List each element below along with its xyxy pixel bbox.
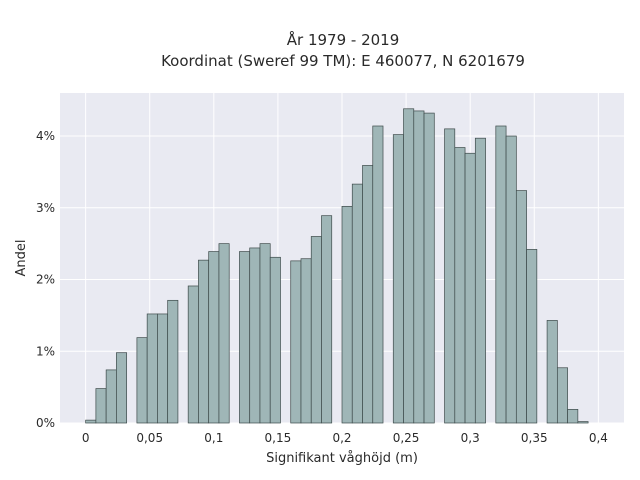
bars	[85, 108, 589, 424]
histogram-bar	[95, 388, 107, 424]
histogram-bar	[218, 243, 230, 424]
y-tick-label: 0%	[36, 416, 55, 430]
histogram-bar	[116, 352, 128, 424]
histogram-bar	[239, 251, 251, 424]
y-tick-label: 4%	[36, 129, 55, 143]
histogram-bar	[495, 125, 507, 424]
y-axis-label: Andel	[14, 240, 29, 277]
histogram-bar	[474, 137, 486, 424]
histogram-bar	[167, 299, 179, 424]
y-tick-label: 2%	[36, 273, 55, 287]
histogram-bar	[362, 165, 374, 424]
x-tick-label: 0,15	[265, 431, 292, 445]
x-tick-label: 0,05	[136, 431, 163, 445]
histogram-bar	[454, 147, 466, 424]
x-axis-label: Signifikant våghöjd (m)	[266, 451, 418, 466]
histogram-bar	[208, 251, 220, 424]
histogram-bar	[556, 367, 568, 424]
histogram-bar	[85, 419, 97, 424]
chart-title: År 1979 - 2019	[287, 30, 400, 49]
histogram-bar	[249, 247, 261, 424]
x-tick-label: 0	[82, 431, 90, 445]
histogram-bar	[300, 258, 312, 424]
histogram-bar	[259, 243, 271, 424]
histogram-bar	[290, 260, 302, 424]
histogram-bar	[269, 256, 281, 424]
histogram-bar	[321, 215, 333, 424]
x-tick-label: 0,25	[393, 431, 420, 445]
histogram-bar	[444, 128, 456, 424]
x-tick-label: 0,1	[204, 431, 223, 445]
x-tick-label: 0,2	[332, 431, 351, 445]
histogram-bar	[577, 421, 589, 424]
histogram-bar	[423, 112, 435, 424]
histogram-bar	[515, 190, 527, 424]
histogram-bar	[187, 285, 199, 424]
chart-subtitle: Koordinat (Sweref 99 TM): E 460077, N 62…	[161, 52, 525, 70]
histogram-bar	[526, 249, 538, 424]
y-tick-label: 1%	[36, 344, 55, 358]
histogram-bar	[546, 320, 558, 424]
histogram-bar	[567, 409, 579, 424]
histogram-bar	[351, 183, 363, 424]
histogram-bar	[464, 152, 476, 424]
histogram-bar	[372, 125, 384, 424]
y-axis-ticks: 0% 1% 2% 3% 4%	[36, 129, 55, 430]
x-tick-label: 0,4	[589, 431, 608, 445]
y-tick-label: 3%	[36, 201, 55, 215]
x-axis-ticks: 0 0,05 0,1 0,15 0,2 0,25 0,3 0,35 0,4	[82, 431, 608, 445]
histogram-bar	[413, 110, 425, 424]
histogram-bar	[198, 259, 210, 424]
histogram-bar	[136, 337, 148, 424]
histogram-bar	[505, 135, 517, 424]
x-tick-label: 0,35	[521, 431, 548, 445]
histogram-bar	[403, 108, 415, 424]
histogram-bar	[310, 236, 322, 424]
x-tick-label: 0,3	[461, 431, 480, 445]
histogram-bar	[392, 134, 404, 424]
histogram-bar	[105, 369, 117, 424]
histogram-bar	[341, 205, 353, 424]
histogram-bar	[157, 313, 169, 424]
histogram-bar	[146, 313, 158, 424]
